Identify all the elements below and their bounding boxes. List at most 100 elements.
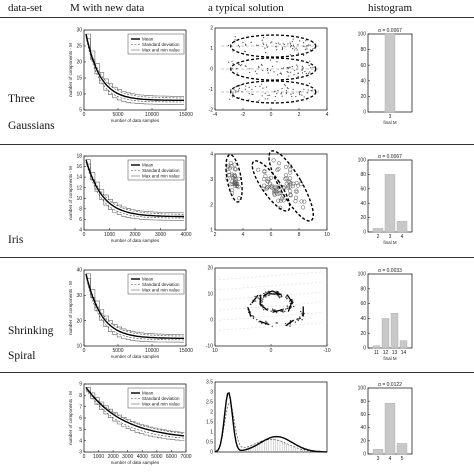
row1-solution-point: [241, 64, 243, 66]
row3-solution-point: [253, 316, 255, 318]
row1-solution-point: [264, 47, 266, 49]
row1-solution-point: [259, 85, 261, 87]
row1-solution-point: [286, 70, 288, 73]
row4-m-plot-xtick-label-2: 2000: [108, 454, 119, 460]
row1-solution-point: [280, 92, 283, 94]
row3-solution-point: [267, 308, 269, 310]
row4-histogram-ytick-label-1: 20: [360, 438, 366, 444]
row4-histogram-bar-4: [384, 402, 396, 455]
row3-solution-point: [262, 292, 265, 295]
row1-solution-point: [305, 40, 307, 42]
row1-solution-point: [274, 99, 276, 102]
row1-solution-point: [265, 86, 268, 88]
row2-solution-point: [227, 172, 232, 177]
row3-solution-xtick-label-0: 10: [212, 348, 218, 354]
row2-solution-xtick-label-2: 6: [270, 232, 273, 238]
row1-solution-point: [248, 86, 250, 88]
row2-solution-ellipse-2: [251, 160, 291, 212]
rule-row1: [0, 144, 474, 145]
row2-histogram-ytick-label-3: 60: [360, 186, 366, 192]
dataset-label-gaussians: Gaussians: [8, 120, 55, 132]
row1-solution-point: [236, 72, 238, 74]
row3-m-plot-std-upper: [85, 273, 184, 337]
row1-solution-point: [266, 46, 268, 48]
row1-solution-point: [254, 70, 256, 72]
row3-m-plot-max-line: [86, 273, 184, 335]
rule-row3: [0, 372, 474, 373]
row1-m-plot-legend-box: [127, 33, 185, 55]
row3-solution-point: [261, 322, 263, 325]
row1-solution-point: [299, 40, 301, 42]
row1-solution-point: [262, 42, 264, 44]
row1-solution-point: [264, 92, 266, 94]
row2-solution-point: [229, 164, 234, 169]
row1-solution-point: [301, 69, 303, 71]
row1-m-plot-ytick-label-5: 30: [76, 28, 82, 34]
row3-solution-point: [285, 308, 287, 310]
row2-solution-point: [294, 188, 299, 193]
row2-histogram-bar-2: [372, 228, 384, 233]
row4-histogram-bar-3: [372, 449, 384, 455]
row1-solution-point: [261, 64, 263, 67]
row3-m-plot-ytick-label-0: 10: [76, 344, 82, 350]
row1-solution-point: [257, 66, 260, 68]
row1-m-plot-max-line: [86, 33, 184, 97]
row4-m-plot-xtick-label-7: 7000: [180, 454, 191, 460]
row2-solution-point: [268, 175, 274, 180]
row3-solution-grid-line: [218, 281, 324, 290]
row3-solution-component-9: [272, 309, 283, 313]
row4-histogram-ytick-label-5: 100: [358, 386, 367, 392]
row1-solution-point: [312, 48, 314, 50]
row1-solution-point: [283, 43, 286, 46]
row3-solution-point: [249, 303, 252, 306]
row1-solution-point: [311, 89, 313, 91]
row2-solution-point: [276, 161, 282, 166]
dataset-label-shrinking: Shrinking: [8, 325, 54, 337]
row1-solution-point: [297, 66, 299, 68]
row2-solution-point: [234, 181, 240, 187]
row1-solution-point: [284, 46, 286, 48]
row2-solution-point: [269, 183, 275, 188]
row2-m-plot-std-lower: [85, 161, 184, 219]
row2-solution-point: [288, 170, 293, 175]
row3-m-plot-xtick-label-3: 15000: [179, 348, 193, 354]
row3-histogram-xtick-14: 14: [401, 350, 407, 356]
row3-histogram-title: α = 0.0033: [378, 268, 402, 274]
row3-solution-point: [288, 300, 291, 302]
row1-solution-point: [309, 44, 311, 46]
row1-solution-point: [310, 67, 312, 69]
row1-solution-point: [256, 73, 258, 75]
row1-solution-point: [277, 74, 279, 76]
row2-m-plot-min-line: [86, 163, 184, 221]
row3-solution-point: [254, 295, 256, 298]
row3-m-plot-legend-box: [127, 273, 185, 295]
row4-m-plot-legend-mean: Mean: [142, 391, 154, 396]
row2-solution-point: [232, 162, 237, 167]
row4-histogram-ytick-label-4: 80: [360, 399, 366, 405]
row3-solution-point: [271, 308, 274, 310]
row1-m-plot-std-lower: [85, 36, 184, 103]
row1-m-plot-std-upper: [85, 33, 184, 99]
row4-solution-ytick-label-5: 1: [210, 430, 213, 436]
row1-solution-point: [232, 93, 234, 95]
row3-solution-point: [291, 298, 293, 301]
row1-solution-point: [295, 95, 297, 98]
row1-solution-point: [289, 54, 292, 56]
row3-histogram-bar-12: [381, 318, 390, 349]
row1-solution-point: [292, 38, 294, 40]
row4-histogram-ytick-label-2: 40: [360, 425, 366, 431]
row1-m-plot-xlabel: number of data samples: [111, 118, 160, 123]
row2-m-plot-xtick-label-4: 4000: [180, 232, 191, 238]
row3-solution-point: [277, 295, 280, 297]
row2-solution-ytick-label-0: 4: [210, 152, 213, 158]
row4-m-plot-xtick-label-1: 1000: [93, 454, 104, 460]
row1-solution-point: [307, 72, 310, 74]
row2-solution-point: [232, 180, 237, 186]
row4-m-plot-std-upper: [85, 387, 185, 434]
row4-m-plot-mean-line: [85, 386, 185, 437]
row2-histogram-ytick-label-1: 20: [360, 215, 366, 221]
row1-solution-point: [289, 67, 291, 69]
row3-solution-point: [286, 297, 288, 300]
row2-solution-point: [233, 178, 238, 183]
row2-solution-point: [294, 195, 299, 200]
